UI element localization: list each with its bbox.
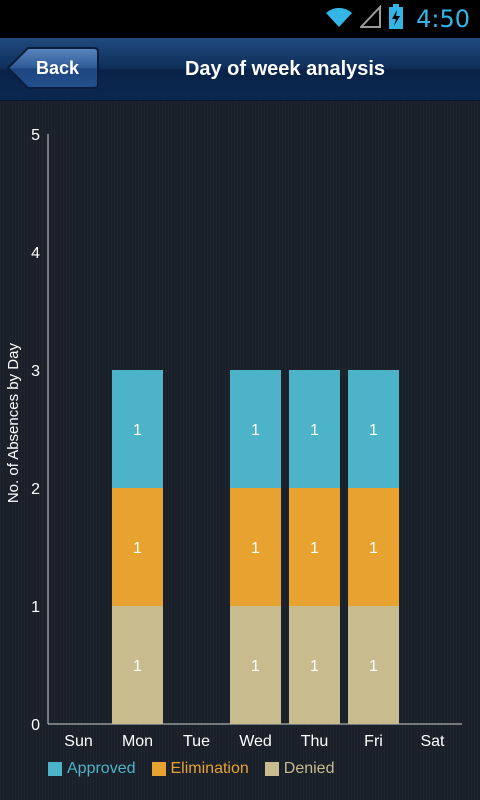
status-bar: 4:50 [0,0,480,38]
y-tick-label: 5 [31,127,40,144]
data-label: 1 [133,658,142,675]
bar-segment-approved [348,370,399,488]
back-button-shape [6,47,99,89]
signal-icon [358,3,382,34]
y-tick-label: 2 [31,481,40,498]
chart-legend: Approved Elimination Denied [48,758,350,780]
bar-segment-elimination [230,488,281,606]
y-tick-label: 3 [31,363,40,380]
x-tick-label: Fri [364,733,383,750]
legend-label: Elimination [170,760,249,777]
y-tick-label: 0 [31,717,40,734]
x-tick-label: Sat [420,733,445,750]
bar-segment-denied [230,606,281,724]
data-label: 1 [310,422,319,439]
data-label: 1 [251,658,260,675]
data-label: 1 [133,422,142,439]
legend-item-elimination: Elimination [151,760,249,778]
data-label: 1 [369,540,378,557]
legend-label: Approved [67,760,136,777]
bar-segment-approved [230,370,281,488]
legend-label: Denied [283,760,335,777]
bar-segment-denied [348,606,399,724]
legend-item-approved: Approved [48,760,136,778]
data-label: 1 [310,658,319,675]
x-tick-label: Wed [239,733,272,750]
legend-swatch [264,762,279,776]
bar-segment-denied [289,606,340,724]
data-label: 1 [369,658,378,675]
y-tick-label: 1 [31,599,40,616]
bar-segment-elimination [112,488,163,606]
battery-charging-icon [388,3,404,35]
data-label: 1 [310,540,319,557]
x-tick-label: Thu [301,733,329,750]
back-label: Back [36,58,80,78]
data-label: 1 [133,540,142,557]
app-header: Back Day of week analysis [0,38,480,101]
bar-segment-approved [289,370,340,488]
legend-swatch [48,762,62,776]
bar-segment-elimination [348,488,399,606]
status-clock: 4:50 [416,5,470,33]
bar-segment-approved [112,370,163,488]
y-tick-label: 4 [31,245,40,262]
data-label: 1 [251,540,260,557]
data-label: 1 [251,422,260,439]
x-tick-label: Sun [64,733,92,750]
wifi-icon [324,5,354,34]
x-tick-label: Tue [183,733,210,750]
back-button[interactable]: Back [6,46,100,90]
x-tick-label: Mon [122,733,153,750]
bar-segment-denied [112,606,163,724]
bar-segment-elimination [289,488,340,606]
day-of-week-chart: 0 1 2 3 4 5 No. of Absences by Day Sun Mon 1 1 1 Tue… [5,127,462,750]
page-title: Day of week analysis [184,58,386,80]
status-icons: 4:50 [324,0,470,38]
legend-item-denied: Denied [264,760,335,778]
data-label: 1 [369,422,378,439]
y-axis-title: No. of Absences by Day [5,343,22,504]
legend-swatch [151,762,166,776]
